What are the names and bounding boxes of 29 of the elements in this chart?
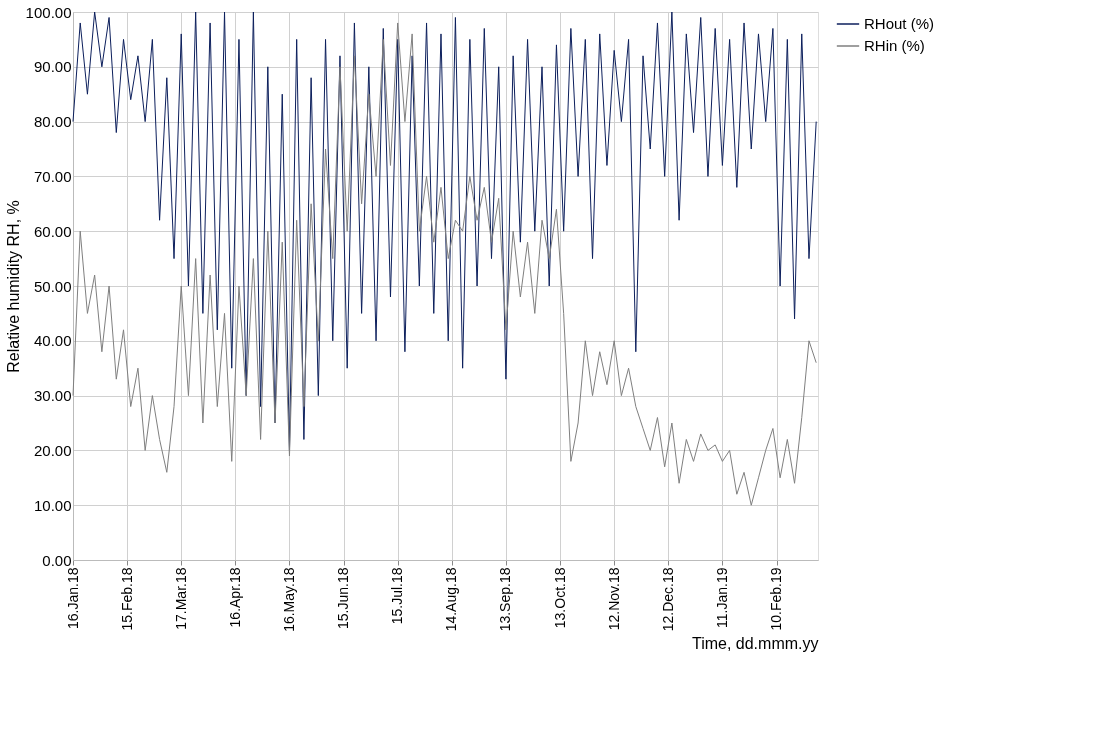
x-tick-label: 15.Jun.18 (335, 567, 352, 629)
x-tick-label: 14.Aug.18 (443, 567, 460, 632)
y-tick-label: 100.00 (25, 3, 72, 21)
legend-label: RHin (%) (864, 37, 925, 54)
y-tick-label: 70.00 (33, 167, 72, 185)
y-tick-label: 90.00 (33, 58, 72, 76)
x-tick-label: 16.May.18 (280, 567, 297, 632)
x-tick-label: 13.Sep.18 (497, 567, 514, 632)
x-tick-label: 10.Feb.19 (768, 567, 785, 631)
y-tick-label: 40.00 (33, 332, 72, 350)
x-tick-label: 12.Nov.18 (605, 567, 622, 631)
x-tick-label: 15.Jul.18 (389, 567, 406, 625)
y-tick-label: 30.00 (33, 387, 72, 405)
x-tick-label: 11.Jan.19 (713, 567, 730, 628)
legend-label: RHout (%) (864, 15, 935, 32)
y-tick-label: 20.00 (33, 441, 72, 459)
x-tick-label: 12.Dec.18 (659, 567, 676, 632)
x-tick-label: 16.Jan.18 (64, 567, 81, 629)
y-axis-title: Relative humidity RH, % (4, 200, 22, 373)
y-tick-label: 60.00 (33, 222, 72, 240)
y-tick-label: 50.00 (33, 277, 72, 295)
x-axis-title: Time, dd.mmm.yy (691, 634, 819, 652)
y-tick-label: 10.00 (33, 496, 72, 514)
y-tick-label: 0.00 (42, 551, 72, 569)
x-tick-label: 13.Oct.18 (551, 567, 568, 629)
y-tick-label: 80.00 (33, 113, 72, 131)
x-tick-label: 16.Apr.18 (226, 567, 243, 628)
x-tick-label: 17.Mar.18 (172, 567, 189, 630)
x-tick-label: 15.Feb.18 (118, 567, 135, 631)
